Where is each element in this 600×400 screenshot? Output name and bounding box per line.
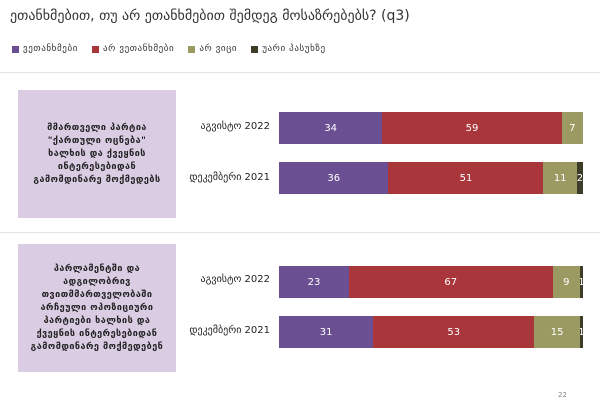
question-text-opposition: პარლამენტში და ადგილობრივ თვითმმართველობ… — [30, 263, 164, 352]
bar-segment-dont-know: 11 — [543, 162, 577, 194]
legend-swatch-agree — [12, 45, 19, 53]
row-label-dec-2021-q1: დეკემბერი 2021 — [189, 172, 270, 183]
legend-swatch-disagree — [91, 45, 99, 53]
data-label: 67 — [444, 276, 458, 288]
legend-label-disagree: არ ვეთანხმები — [102, 44, 175, 54]
legend-item-agree: ვეთანხმები — [12, 44, 78, 54]
data-label: 2 — [576, 172, 583, 184]
bar-segment-agree: 36 — [279, 162, 389, 194]
legend: ვეთანხმები არ ვეთანხმები არ ვიცი უარი პა… — [12, 44, 326, 54]
bar-segment-refused: 2 — [576, 162, 583, 194]
bar-segment-agree: 34 — [279, 112, 383, 144]
bar-row-q2-aug-2022: 23 67 91 — [279, 266, 583, 298]
bar-segment-dont-know: 9 — [552, 266, 580, 298]
data-label: 1 — [580, 277, 583, 288]
data-label: 23 — [307, 276, 321, 288]
legend-label-agree: ვეთანხმები — [23, 44, 78, 54]
data-label: 31 — [319, 326, 333, 338]
question-box-ruling-party: მმართველი პარტია "ქართული ოცნება" ხალხის… — [18, 90, 176, 218]
legend-item-dont-know: არ ვიცი — [188, 44, 237, 54]
row-label-aug-2022-q2: აგვისტო 2022 — [200, 274, 270, 285]
page-number: 22 — [558, 391, 567, 399]
data-label: 9 — [563, 276, 570, 288]
bar-segment-dont-know: 7 — [561, 112, 583, 144]
bar-row-q1-aug-2022: 34 59 7 — [279, 112, 583, 144]
data-label: 59 — [465, 122, 479, 134]
question-text-ruling-party: მმართველი პარტია "ქართული ოცნება" ხალხის… — [33, 122, 161, 185]
question-box-opposition: პარლამენტში და ადგილობრივ თვითმმართველობ… — [18, 244, 176, 372]
bar-segment-agree: 31 — [279, 316, 374, 348]
divider-middle — [0, 232, 600, 233]
bar-segment-disagree: 51 — [388, 162, 544, 194]
legend-item-refused: უარი პასუხზე — [251, 44, 325, 54]
data-label: 7 — [569, 122, 576, 134]
bar-segment-disagree: 53 — [373, 316, 535, 348]
legend-label-refused: უარი პასუხზე — [262, 44, 326, 54]
chart-title: ეთანხმებით, თუ არ ეთანხმებით შემდეგ მოსა… — [10, 8, 410, 24]
data-label: 51 — [459, 172, 473, 184]
data-label: 34 — [324, 122, 338, 134]
divider-top — [0, 72, 600, 73]
row-label-dec-2021-q2: დეკემბერი 2021 — [189, 325, 270, 336]
row-label-aug-2022-q1: აგვისტო 2022 — [200, 121, 270, 132]
legend-item-disagree: არ ვეთანხმები — [91, 44, 175, 54]
bar-segment-refused: 1 — [579, 266, 583, 298]
bar-segment-dont-know: 15 — [534, 316, 580, 348]
data-label: 36 — [327, 172, 341, 184]
data-label: 11 — [553, 172, 567, 184]
legend-swatch-dont-know — [188, 45, 196, 53]
data-label: 15 — [550, 326, 564, 338]
legend-swatch-refused — [251, 45, 259, 53]
bar-row-q1-dec-2021: 36 51 11 2 — [279, 162, 583, 194]
bar-segment-disagree: 67 — [348, 266, 553, 298]
data-label: 53 — [447, 326, 461, 338]
data-label: 1 — [580, 327, 583, 338]
bar-row-q2-dec-2021: 31 53 15 1 — [279, 316, 583, 348]
legend-label-dont-know: არ ვიცი — [199, 44, 238, 54]
bar-segment-refused: 1 — [579, 316, 583, 348]
bar-segment-disagree: 59 — [382, 112, 562, 144]
bar-segment-agree: 23 — [279, 266, 349, 298]
